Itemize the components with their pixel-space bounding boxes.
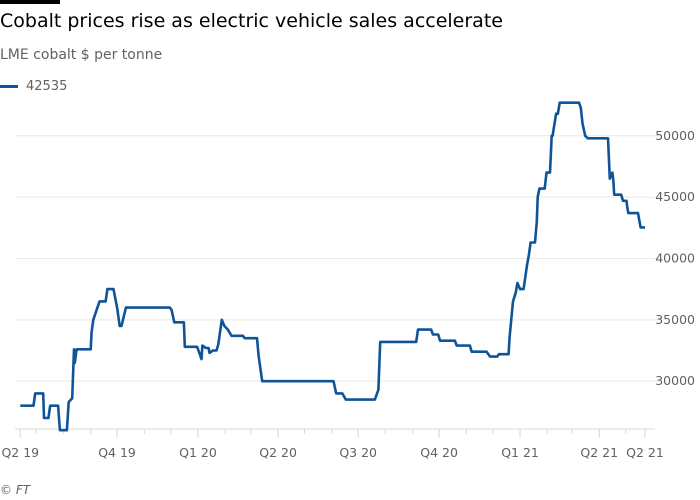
legend-label: 42535 xyxy=(26,79,68,94)
credit: © FT xyxy=(0,483,31,497)
ft-brand-bar xyxy=(0,0,60,4)
x-tick-label: Q2 19 xyxy=(1,445,39,460)
x-tick-label: Q1 20 xyxy=(179,445,217,460)
y-tick-label: 40000 xyxy=(655,250,695,265)
x-tick-label: Q3 20 xyxy=(339,445,377,460)
chart-title: Cobalt prices rise as electric vehicle s… xyxy=(0,10,503,32)
x-tick-label: Q4 20 xyxy=(420,445,458,460)
x-tick-label: Q1 21 xyxy=(501,445,539,460)
y-tick-label: 35000 xyxy=(655,312,695,327)
x-tick-label: Q2 21 xyxy=(580,445,618,460)
x-tick-label: Q2 21 xyxy=(626,445,664,460)
legend: 42535 xyxy=(0,79,67,94)
legend-swatch xyxy=(0,85,18,88)
x-tick-label: Q2 20 xyxy=(259,445,297,460)
y-tick-label: 50000 xyxy=(655,128,695,143)
x-tick-label: Q4 19 xyxy=(98,445,136,460)
y-tick-label: 45000 xyxy=(655,189,695,204)
y-tick-label: 30000 xyxy=(655,373,695,388)
series-line xyxy=(20,101,645,432)
chart-subtitle: LME cobalt $ per tonne xyxy=(0,47,163,63)
